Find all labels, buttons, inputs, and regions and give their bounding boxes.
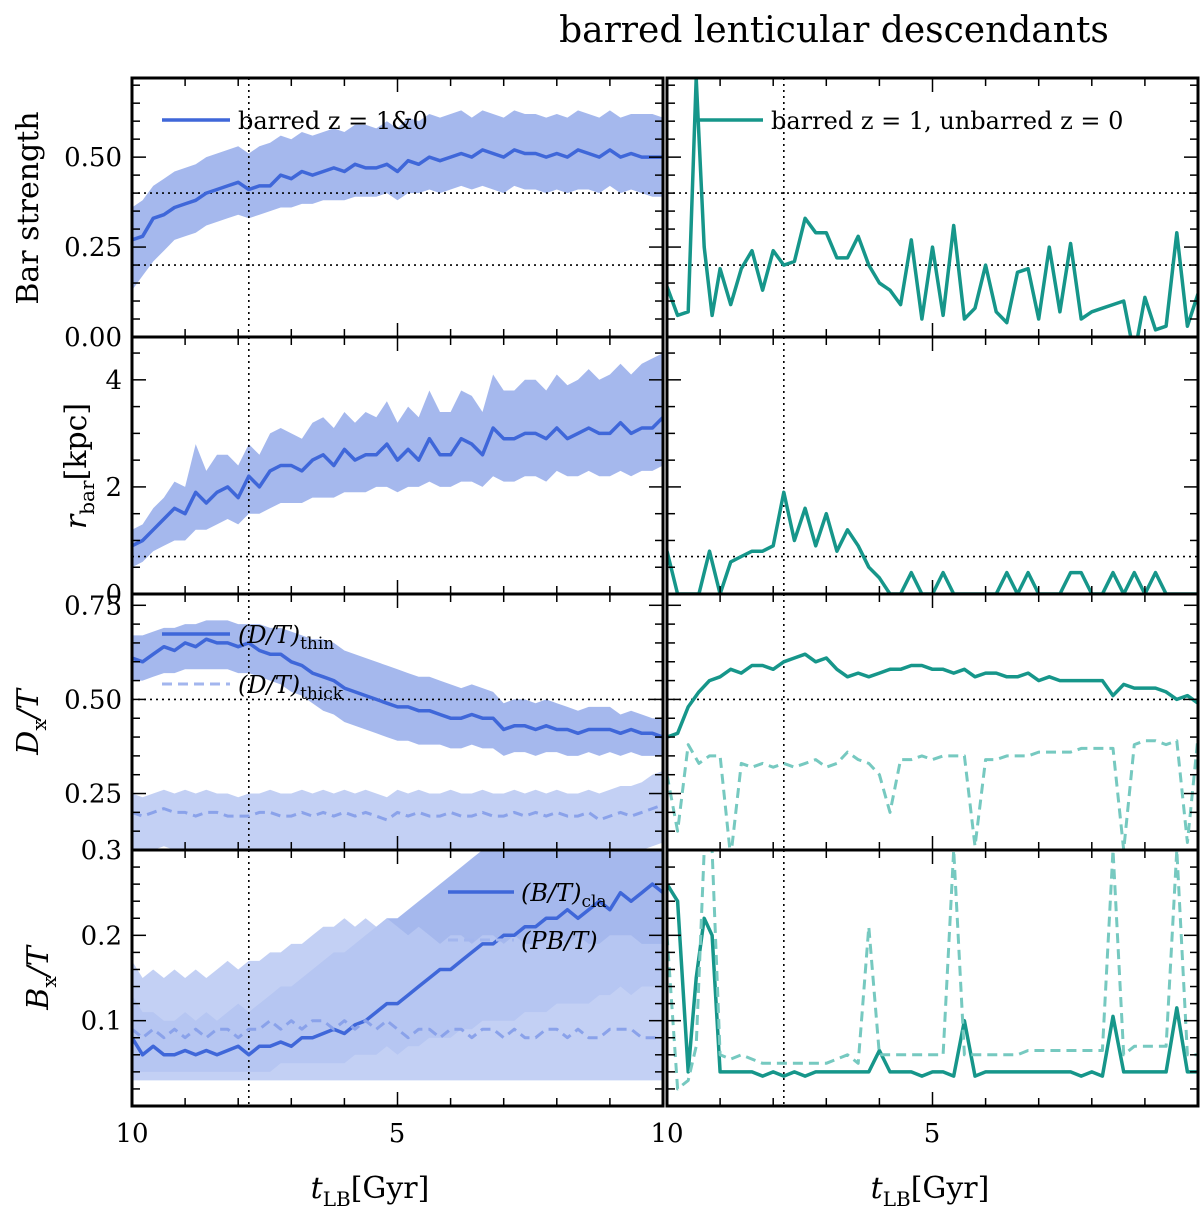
line-row2-left-series-0 — [132, 416, 663, 548]
xtick-right-10: 10 — [650, 1119, 683, 1149]
panels: 0.00 0.25 0.50 0 2 4 0.25 0.50 0.75 0.1 0.2 0.3 — [64, 76, 1200, 1108]
legend-bt-cla-sub: cla — [581, 892, 606, 912]
plot-area-row2-left — [132, 337, 663, 594]
ylabel-bx-main: B — [21, 988, 56, 1011]
legend-row3-left: (D/T)thin (D/T)thick — [162, 621, 344, 704]
panel-row3-right — [665, 592, 1200, 852]
line-row3-left-series-1 — [132, 803, 663, 822]
xlabel-left: tLB[Gyr] — [311, 1171, 430, 1211]
ylabel-bar-strength: Bar strength — [11, 111, 46, 304]
panel-row4-left: 0.1 0.2 0.3 — [81, 836, 665, 1108]
ytick-label-row2-left-2: 4 — [105, 366, 122, 396]
ytick-label-row1-left-1: 0.25 — [64, 233, 122, 263]
ytick-label-row2-left-0: 0 — [105, 580, 122, 610]
xlabel-right-unit: [Gyr] — [911, 1171, 990, 1206]
plot-area-row3-right — [667, 594, 1198, 850]
ylabel-bx: Bx/T — [21, 944, 61, 1010]
plot-area-row1-right — [667, 78, 1198, 337]
ylabel-rbar-sub: bar — [75, 480, 99, 515]
line-row4-left-series-0 — [132, 882, 663, 1057]
ylabel-row4: Bx/T — [21, 944, 61, 1010]
line-row1-left-series-0 — [132, 148, 663, 242]
legend-label-barred: barred z = 1&0 — [238, 107, 428, 135]
figure-title: barred lenticular descendants — [559, 10, 1109, 51]
ytick-label-row4-left-1: 0.2 — [81, 921, 122, 951]
plot-area-row4-left — [132, 850, 663, 1106]
plot-area-row1-left — [132, 78, 663, 337]
ylabel-rbar-main: r — [59, 513, 94, 529]
ylabel-row2: rbar[kpc] — [59, 403, 99, 529]
xtick-right-5: 5 — [924, 1119, 941, 1149]
ylabel-dx: Dx/T — [11, 687, 51, 755]
xlabel-left-unit: [Gyr] — [351, 1171, 430, 1206]
band-row3-left-series-0 — [132, 620, 663, 756]
panel-row2-left: 0 2 4 — [105, 335, 665, 610]
plot-area-row4-right — [667, 850, 1198, 1106]
line-row3-left-series-0 — [132, 637, 663, 739]
ytick-label-row3-left-0: 0.25 — [64, 780, 122, 810]
frame-row4-left — [130, 848, 665, 1108]
ylabel-bx-sub: x — [37, 976, 61, 988]
xlabel-right: tLB[Gyr] — [871, 1171, 990, 1211]
legend-dt-thick-sub: thick — [300, 684, 344, 704]
legend-row1-right: barred z = 1, unbarred z = 0 — [695, 107, 1123, 135]
legend-label-dt-thin: (D/T)thin — [238, 621, 334, 654]
ylabel-row3: Dx/T — [11, 687, 51, 755]
plot-area-row2-right — [667, 337, 1198, 594]
legend-label-unbarred: barred z = 1, unbarred z = 0 — [771, 107, 1123, 135]
ytick-label-row1-left-0: 0.00 — [64, 323, 122, 353]
panel-row2-right — [665, 335, 1200, 596]
legend-label-pbt: (PB/T) — [521, 927, 598, 955]
ylabel-dx-rest: /T — [11, 687, 46, 722]
xlabel-left-sub: LB — [323, 1187, 351, 1211]
legend-dt-thick-main: (D/T) — [238, 671, 300, 699]
legend-row4-left: (B/T)cla (PB/T) — [448, 879, 607, 955]
plot-area-row3-left — [132, 594, 663, 850]
panel-row4-right — [665, 848, 1200, 1108]
line-row4-right-series-1 — [667, 850, 1198, 1091]
ylabel-dx-sub: x — [27, 719, 51, 731]
band-row4-left-series-1 — [132, 918, 663, 1081]
line-row3-right-series-0 — [667, 652, 1198, 739]
frame-row4-right — [665, 848, 1200, 1108]
legend-bt-cla-main: (B/T) — [521, 879, 581, 907]
ytick-label-row3-left-1: 0.50 — [64, 685, 122, 715]
xtick-left-10: 10 — [115, 1119, 148, 1149]
xtick-left-5: 5 — [389, 1119, 406, 1149]
line-row4-right-series-0 — [667, 883, 1198, 1078]
legend-row1-left: barred z = 1&0 — [162, 107, 428, 135]
legend-label-bt-cla: (B/T)cla — [521, 879, 607, 912]
line-row1-right-series-0 — [667, 78, 1198, 337]
legend-dt-thin-main: (D/T) — [238, 621, 300, 649]
xlabel-right-main: t — [871, 1171, 884, 1206]
xlabel-right-sub: LB — [883, 1187, 911, 1211]
ylabel-bx-rest: /T — [21, 944, 56, 979]
legend-label-dt-thick: (D/T)thick — [238, 671, 344, 704]
line-row2-right-series-0 — [667, 490, 1198, 594]
line-row4-left-series-1 — [132, 1019, 663, 1040]
ytick-label-row4-left-2: 0.3 — [81, 836, 122, 866]
ytick-label-row4-left-0: 0.1 — [81, 1007, 122, 1037]
legend-dt-thin-sub: thin — [300, 634, 334, 654]
band-row1-left-series-0 — [132, 110, 663, 291]
panel-row3-left: 0.25 0.50 0.75 — [64, 591, 665, 852]
ytick-label-row2-left-1: 2 — [105, 473, 122, 503]
band-row3-left-series-1 — [132, 770, 663, 850]
xlabel-left-main: t — [311, 1171, 324, 1206]
legend-pbt-main: (PB/T) — [521, 927, 598, 955]
ylabel-dx-main: D — [11, 731, 46, 756]
ytick-label-row1-left-2: 0.50 — [64, 143, 122, 173]
ylabel-row1: Bar strength — [11, 111, 46, 304]
line-row3-right-series-1 — [667, 736, 1198, 850]
ylabel-rbar: rbar[kpc] — [59, 403, 99, 529]
ytick-label-row3-left-2: 0.75 — [64, 591, 122, 621]
ylabel-rbar-rest: [kpc] — [59, 403, 94, 481]
